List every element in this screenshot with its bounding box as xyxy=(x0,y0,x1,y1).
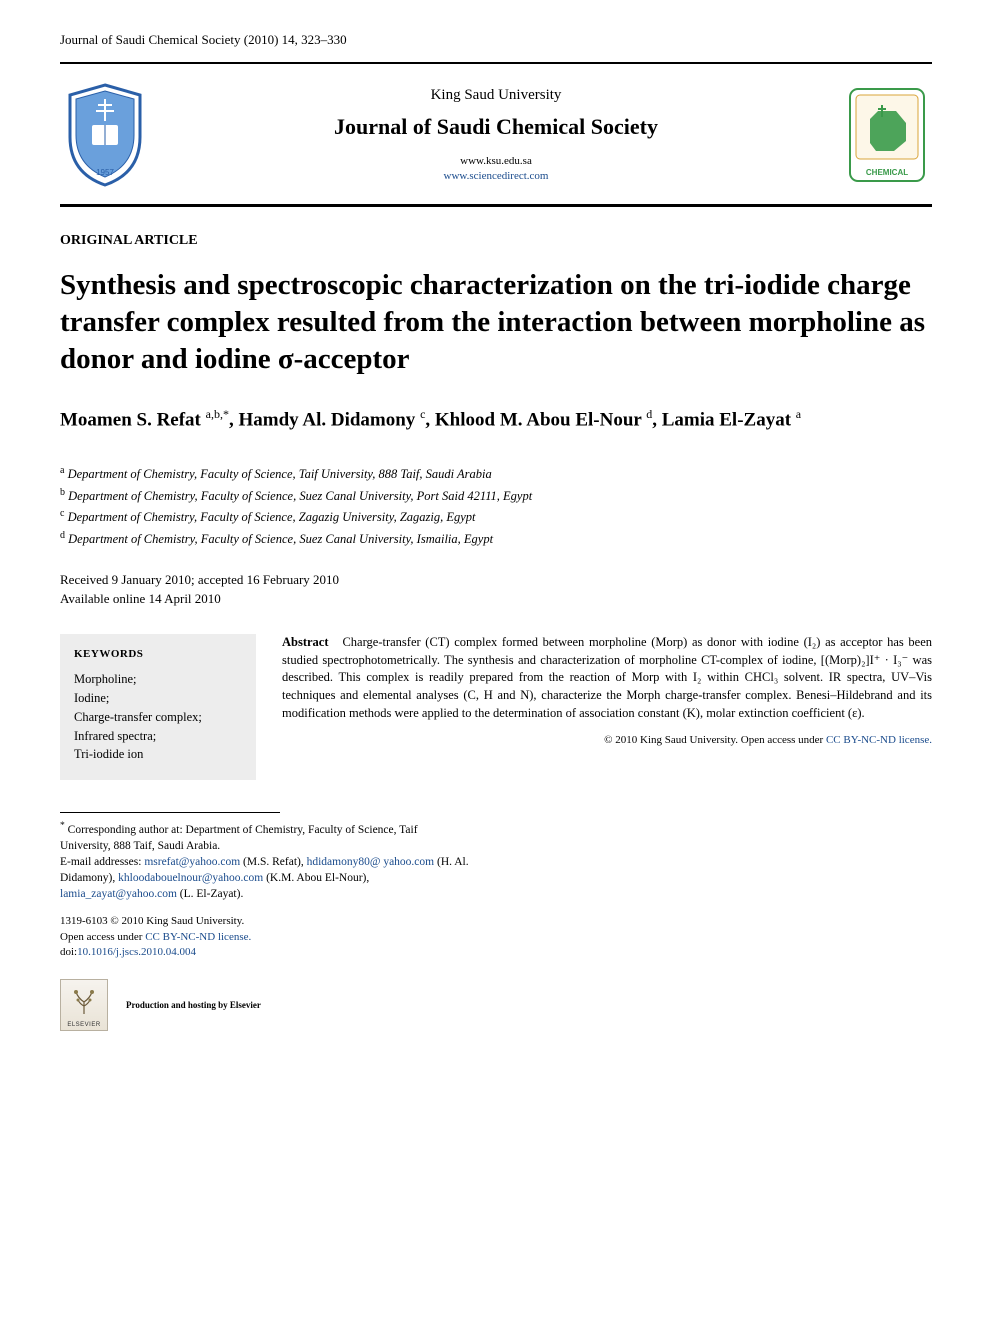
article-dates: Received 9 January 2010; accepted 16 Feb… xyxy=(60,571,932,607)
elsevier-logo: ELSEVIER xyxy=(60,979,108,1031)
received-accepted-date: Received 9 January 2010; accepted 16 Feb… xyxy=(60,571,932,589)
email-link[interactable]: hdidamony80@ yahoo.com xyxy=(307,856,435,868)
society-logo-right: CHEMICAL xyxy=(842,80,932,190)
header-center: King Saud University Journal of Saudi Ch… xyxy=(150,87,842,183)
keywords-box: KEYWORDS Morpholine;Iodine;Charge-transf… xyxy=(60,634,256,780)
journal-name: Journal of Saudi Chemical Society xyxy=(150,114,842,140)
article-type: ORIGINAL ARTICLE xyxy=(60,233,932,249)
authors: Moamen S. Refat a,b,*, Hamdy Al. Didamon… xyxy=(60,406,932,433)
affiliations: a Department of Chemistry, Faculty of Sc… xyxy=(60,463,932,549)
email-link[interactable]: msrefat@yahoo.com xyxy=(144,856,240,868)
corresp-text: Corresponding author at: Department of C… xyxy=(60,824,418,852)
email-attribution: (L. El-Zayat). xyxy=(180,888,244,900)
publisher-name: King Saud University xyxy=(150,87,842,104)
keyword-item: Charge-transfer complex; xyxy=(74,708,242,727)
affiliation: b Department of Chemistry, Faculty of Sc… xyxy=(60,485,932,507)
keywords-items: Morpholine;Iodine;Charge-transfer comple… xyxy=(74,670,242,764)
publisher-logo-left: 1957 xyxy=(60,80,150,190)
abstract-label: Abstract xyxy=(282,635,329,649)
footnote-rule xyxy=(60,812,280,813)
email-attribution: (M.S. Refat), xyxy=(243,856,304,868)
affiliation: d Department of Chemistry, Faculty of Sc… xyxy=(60,528,932,550)
abstract-copyright: © 2010 King Saud University. Open access… xyxy=(282,733,932,749)
keyword-item: Iodine; xyxy=(74,689,242,708)
license-block: 1319-6103 © 2010 King Saud University. O… xyxy=(60,914,470,960)
license-link-footer[interactable]: CC BY-NC-ND license. xyxy=(145,931,251,943)
logo-year: 1957 xyxy=(96,168,114,177)
email-link[interactable]: lamia_zayat@yahoo.com xyxy=(60,888,177,900)
article-title: Synthesis and spectroscopic characteriza… xyxy=(60,267,932,378)
journal-header: 1957 King Saud University Journal of Sau… xyxy=(60,62,932,207)
corresp-star: * xyxy=(60,820,65,831)
email-link[interactable]: khloodabouelnour@yahoo.com xyxy=(118,872,263,884)
issn-copyright: 1319-6103 © 2010 King Saud University. xyxy=(60,914,470,929)
keywords-heading: KEYWORDS xyxy=(74,646,242,663)
doi-label: doi: xyxy=(60,946,77,958)
keyword-item: Tri-iodide ion xyxy=(74,745,242,764)
emails-label: E-mail addresses: xyxy=(60,856,141,868)
url-sciencedirect[interactable]: www.sciencedirect.com xyxy=(150,169,842,183)
journal-reference: Journal of Saudi Chemical Society (2010)… xyxy=(60,32,932,48)
email-attribution: (K.M. Abou El-Nour), xyxy=(266,872,369,884)
url-ksu[interactable]: www.ksu.edu.sa xyxy=(150,154,842,168)
online-date: Available online 14 April 2010 xyxy=(60,590,932,608)
elsevier-label: ELSEVIER xyxy=(67,1022,100,1028)
doi-link[interactable]: 10.1016/j.jscs.2010.04.004 xyxy=(77,946,196,958)
keyword-item: Infrared spectra; xyxy=(74,727,242,746)
production-row: ELSEVIER Production and hosting by Elsev… xyxy=(60,979,470,1031)
logo-chemical-label: CHEMICAL xyxy=(866,168,908,177)
copyright-text: © 2010 King Saud University. Open access… xyxy=(604,734,826,746)
affiliation: a Department of Chemistry, Faculty of Sc… xyxy=(60,463,932,485)
abstract-text: Abstract Charge-transfer (CT) complex fo… xyxy=(282,634,932,780)
header-urls: www.ksu.edu.sa www.sciencedirect.com xyxy=(150,154,842,183)
open-access-text: Open access under xyxy=(60,931,145,943)
abstract-block: KEYWORDS Morpholine;Iodine;Charge-transf… xyxy=(60,634,932,780)
correspondence: * Corresponding author at: Department of… xyxy=(60,819,470,902)
keyword-item: Morpholine; xyxy=(74,670,242,689)
affiliation: c Department of Chemistry, Faculty of Sc… xyxy=(60,506,932,528)
license-link[interactable]: CC BY-NC-ND license. xyxy=(826,734,932,746)
production-text: Production and hosting by Elsevier xyxy=(126,1000,261,1010)
abstract-body: Charge-transfer (CT) complex formed betw… xyxy=(282,635,932,720)
